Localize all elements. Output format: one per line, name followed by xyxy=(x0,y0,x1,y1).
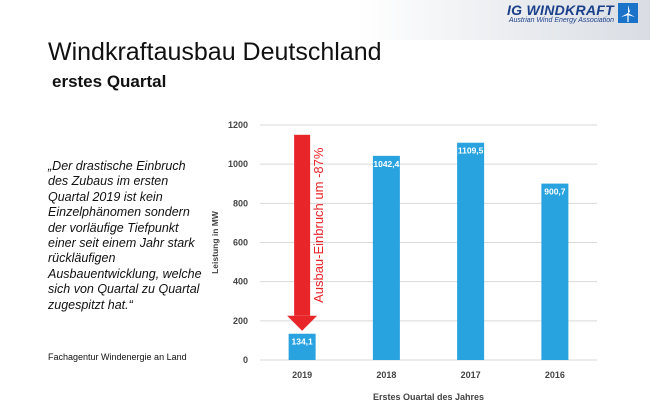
x-tick-label: 2016 xyxy=(545,370,565,380)
x-tick-label: 2017 xyxy=(461,370,481,380)
x-tick-label: 2018 xyxy=(376,370,396,380)
x-tick-label: 2019 xyxy=(292,370,312,380)
bar xyxy=(372,155,400,360)
y-tick-label: 1000 xyxy=(228,159,248,169)
header-band xyxy=(0,0,650,40)
data-label: 134,1 xyxy=(291,337,313,347)
y-tick-label: 800 xyxy=(233,198,248,208)
quote-source: Fachagentur Windenergie an Land xyxy=(48,352,187,362)
data-label: 900,7 xyxy=(544,187,566,197)
bar-chart: 0 200 400 600 800 1000 1200 Leistung in MW 134,1… xyxy=(210,120,597,400)
bar xyxy=(457,142,485,360)
y-tick-label: 1200 xyxy=(228,120,248,130)
annotation-arrow-shaft xyxy=(294,134,311,316)
wind-turbine-icon xyxy=(618,3,638,23)
y-tick-label: 400 xyxy=(233,277,248,287)
annotation-arrow-head xyxy=(287,315,318,331)
bar xyxy=(288,333,316,360)
y-tick-label: 600 xyxy=(233,238,248,248)
data-label: 1109,5 xyxy=(458,146,484,156)
annotation-text: Ausbau-Einbruch um -87% xyxy=(311,147,326,303)
y-tick-label: 0 xyxy=(243,355,248,365)
x-axis-label: Erstes Quartal des Jahres xyxy=(373,392,484,400)
bar xyxy=(541,183,569,360)
y-tick-label: 200 xyxy=(233,316,248,326)
ig-windkraft-logo: IG WINDKRAFT Austrian Wind Energy Associ… xyxy=(506,2,640,26)
y-axis-label: Leistung in MW xyxy=(210,210,220,274)
slide-title: Windkraftausbau Deutschland xyxy=(48,38,382,66)
logo-name: IG WINDKRAFT xyxy=(506,2,614,18)
quote-text: „Der drastische Einbruch des Zubaus im e… xyxy=(48,159,202,312)
data-label: 1042,4 xyxy=(373,159,399,169)
logo-tagline: Austrian Wind Energy Association xyxy=(508,17,614,24)
slide-subtitle: erstes Quartal xyxy=(52,72,167,91)
